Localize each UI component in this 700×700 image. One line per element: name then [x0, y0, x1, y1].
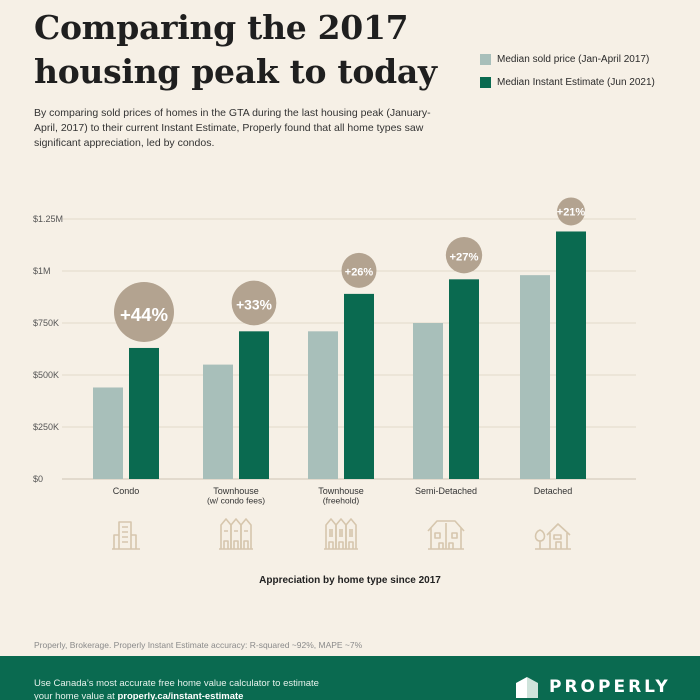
bar-2017 [93, 387, 123, 479]
icon-stroke [240, 518, 252, 549]
legend-label-2017: Median sold price (Jan-April 2017) [497, 54, 650, 65]
change-bubble [231, 280, 277, 326]
legend-item-2017: Median sold price (Jan-April 2017) [480, 51, 655, 68]
change-label: +44% [120, 304, 169, 325]
legend-swatch-2021 [480, 77, 491, 88]
y-tick-label: $1.25M [33, 214, 63, 224]
icon-stroke [118, 521, 132, 549]
semi-detached-icon [427, 520, 465, 550]
title-line-1: Comparing the 2017 [34, 8, 409, 47]
title-line-2: housing peak to today [34, 52, 437, 91]
detached-house-icon [534, 523, 571, 550]
bar-2021 [239, 331, 269, 479]
legend-swatch-2017 [480, 54, 491, 65]
change-label: +27% [449, 252, 478, 264]
icon-stroke [427, 520, 465, 532]
townhouse-freehold-icon [324, 518, 358, 550]
icon-stroke [553, 534, 562, 540]
properly-logo-icon [516, 677, 538, 698]
townhouse-condo-icon [219, 518, 253, 550]
category-label: (w/ condo fees) [207, 496, 265, 506]
bar-2017 [308, 331, 338, 479]
category-label: Townhouse [213, 486, 259, 496]
icon-stroke [329, 529, 353, 537]
page-title: Comparing the 2017 housing peak to today [34, 6, 454, 94]
y-tick-label: $250K [33, 422, 59, 432]
icon-stroke [328, 541, 354, 549]
y-tick-label: $500K [33, 370, 59, 380]
icon-stroke [230, 518, 242, 549]
y-tick-label: $0 [33, 474, 43, 484]
icon-stroke [345, 518, 357, 549]
category-label: Condo [113, 486, 140, 496]
icon-stroke [430, 523, 462, 549]
icon-stroke [113, 534, 119, 549]
bar-2017 [203, 364, 233, 479]
icon-stroke [220, 518, 232, 549]
category-label: Semi-Detached [415, 486, 477, 496]
category-label: Townhouse [318, 486, 364, 496]
bar-2017 [520, 275, 550, 479]
bar-2021 [129, 347, 159, 479]
category-label: Detached [534, 486, 573, 496]
icon-stroke [555, 541, 562, 549]
icon-stroke [438, 542, 454, 549]
icon-stroke [546, 523, 571, 536]
bar-2021 [556, 231, 586, 479]
footer-banner: Use Canada’s most accurate free home val… [0, 656, 700, 700]
x-axis-title: Appreciation by home type since 2017 [259, 575, 441, 586]
footnote: Properly, Brokerage. Properly Instant Es… [34, 640, 363, 650]
properly-logo[interactable]: PROPERLY [514, 674, 671, 700]
change-bubble [114, 281, 174, 342]
icon-stroke [325, 518, 337, 549]
change-bubble [557, 197, 585, 226]
category-label: (freehold) [323, 496, 360, 506]
footer-cta-text: Use Canada’s most accurate free home val… [34, 678, 319, 700]
icon-stroke [335, 518, 347, 549]
description: By comparing sold prices of homes in the… [34, 107, 431, 149]
legend-item-2021: Median Instant Estimate (Jun 2021) [480, 74, 655, 91]
change-label: +21% [557, 207, 586, 219]
icon-stroke [223, 540, 249, 549]
y-tick-label: $750K [33, 318, 59, 328]
legend-label-2021: Median Instant Estimate (Jun 2021) [497, 77, 655, 88]
footer-link[interactable]: properly.ca/instant-estimate [117, 691, 244, 700]
logo-wordmark: PROPERLY [549, 677, 671, 697]
bar-2021 [344, 293, 374, 479]
change-label: +26% [345, 267, 374, 279]
change-bubble [341, 252, 377, 288]
bar-chart: $0 $250K $500K $750K $1M $1.25M +44% Condo +33% T… [33, 197, 636, 586]
chart-legend: Median sold price (Jan-April 2017) Media… [480, 51, 655, 97]
icon-stroke [131, 534, 137, 549]
bar-2021 [449, 279, 479, 479]
footer-text: Use Canada’s most accurate free home val… [34, 677, 334, 700]
icon-stroke [434, 532, 458, 539]
y-tick-label: $1M [33, 266, 51, 276]
change-bubble [445, 236, 483, 274]
icon-stroke [122, 526, 128, 543]
icon-stroke [549, 533, 568, 549]
change-label: +33% [236, 297, 272, 313]
icon-stroke [534, 529, 546, 549]
bar-2017 [413, 323, 443, 479]
condo-building-icon [112, 521, 140, 550]
